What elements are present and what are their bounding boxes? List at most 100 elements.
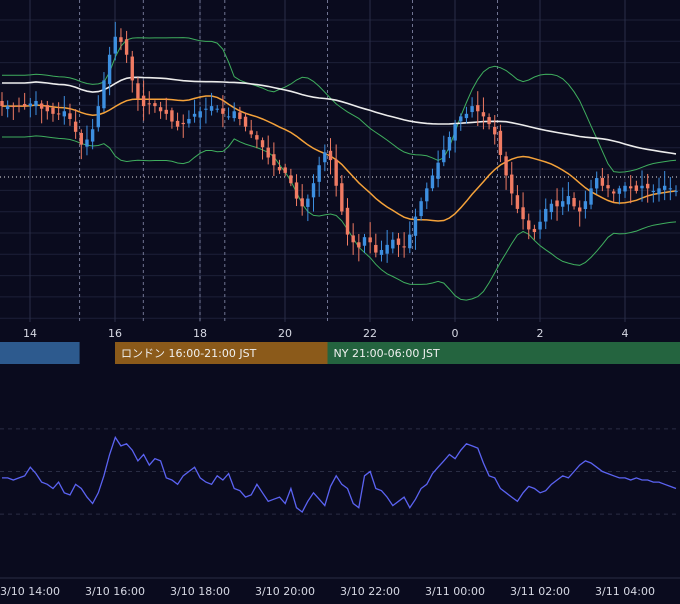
candle-body: [459, 116, 462, 121]
candle-body: [233, 111, 236, 118]
candle-body: [431, 175, 434, 188]
candle-body: [267, 148, 270, 158]
session-label: NY 21:00-06:00 JST: [334, 347, 441, 360]
candle-body: [476, 105, 479, 111]
candle-body: [17, 105, 20, 106]
x-tick-label: 20: [278, 327, 292, 340]
candle-body: [255, 135, 258, 139]
candle-body: [312, 183, 315, 197]
candle-body: [482, 112, 485, 116]
candle-body: [80, 133, 83, 145]
candle-body: [385, 245, 388, 254]
candle-body: [487, 117, 490, 124]
candle-body: [278, 167, 281, 170]
candle-body: [555, 201, 558, 207]
candle-body: [108, 55, 111, 84]
candle-body: [57, 113, 60, 114]
candle-body: [589, 188, 592, 204]
candle-body: [606, 185, 609, 188]
candle-body: [674, 191, 677, 192]
candle-body: [493, 127, 496, 134]
candle-body: [470, 106, 473, 112]
session-label: ロンドン 16:00-21:00 JST: [121, 347, 257, 360]
candle-body: [6, 106, 9, 109]
candle-body: [272, 154, 275, 165]
time-tick-label: 3/10 20:00: [255, 585, 315, 598]
candle-body: [414, 217, 417, 236]
candle-body: [657, 188, 660, 194]
candle-body: [346, 208, 349, 235]
candle-body: [640, 186, 643, 189]
candle-body: [306, 199, 309, 207]
candle-body: [561, 201, 564, 207]
candle-body: [114, 37, 117, 54]
candle-body: [601, 178, 604, 186]
candle-body: [334, 160, 337, 186]
time-tick-label: 3/10 22:00: [340, 585, 400, 598]
time-tick-label: 3/11 02:00: [510, 585, 570, 598]
candle-body: [408, 235, 411, 249]
candle-body: [623, 186, 626, 192]
candle-body: [199, 111, 202, 117]
candle-body: [221, 108, 224, 113]
time-tick-label: 3/11 04:00: [595, 585, 655, 598]
candle-body: [131, 57, 134, 81]
time-tick-label: 3/10 18:00: [170, 585, 230, 598]
candle-body: [46, 105, 49, 111]
x-tick-label: 14: [23, 327, 37, 340]
candle-body: [391, 240, 394, 249]
candle-body: [91, 129, 94, 141]
candle-body: [397, 239, 400, 245]
candle-body: [68, 113, 71, 119]
time-tick-label: 3/11 00:00: [425, 585, 485, 598]
candle-body: [261, 140, 264, 147]
candle-body: [521, 207, 524, 219]
candle-body: [165, 110, 168, 114]
x-tick-label: 0: [452, 327, 459, 340]
candle-body: [550, 204, 553, 212]
candle-body: [97, 106, 100, 127]
candle-body: [193, 114, 196, 117]
candle-body: [510, 175, 513, 194]
candle-body: [289, 175, 292, 183]
time-tick-label: 3/10 16:00: [85, 585, 145, 598]
candle-body: [40, 103, 43, 108]
candle-body: [119, 37, 122, 42]
candle-body: [465, 114, 468, 118]
candle-body: [300, 198, 303, 206]
time-tick-label: 3/10 14:00: [0, 585, 60, 598]
candle-body: [142, 96, 145, 106]
x-tick-label: 2: [537, 327, 544, 340]
candle-body: [425, 188, 428, 201]
candle-body: [374, 245, 377, 253]
candle-body: [51, 108, 54, 114]
candle-body: [136, 83, 139, 98]
candle-body: [419, 201, 422, 216]
candle-body: [368, 237, 371, 242]
x-tick-label: 4: [622, 327, 629, 340]
candle-body: [453, 124, 456, 140]
candle-body: [170, 110, 173, 121]
candle-body: [499, 131, 502, 155]
x-axis-band: [0, 322, 680, 340]
candle-body: [357, 242, 360, 247]
candle-body: [216, 109, 219, 110]
candle-body: [238, 112, 241, 119]
candle-body: [63, 111, 66, 116]
candle-body: [380, 250, 383, 255]
candle-body: [187, 119, 190, 123]
candle-body: [669, 188, 672, 189]
candle-body: [317, 165, 320, 182]
candle-body: [595, 178, 598, 188]
candle-body: [504, 156, 507, 175]
candle-body: [527, 220, 530, 229]
candle-body: [436, 163, 439, 179]
candle-body: [533, 229, 536, 232]
candle-body: [210, 106, 213, 111]
candle-body: [516, 195, 519, 209]
candle-body: [578, 207, 581, 211]
candle-body: [34, 101, 37, 106]
